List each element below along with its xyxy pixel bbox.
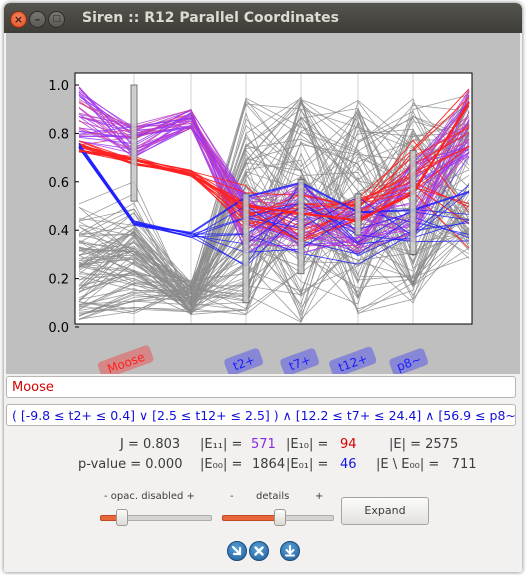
y-tick-label: 0.6 — [48, 176, 69, 191]
data-line-background — [78, 97, 470, 308]
opacity-slider-label: - opac. disabled + — [104, 491, 195, 502]
p-value: p-value = 0.000 — [78, 457, 183, 472]
data-line-selected — [78, 116, 470, 238]
data-line-selected — [78, 124, 470, 253]
data-line-background — [78, 135, 470, 287]
axis-label-background — [280, 348, 319, 374]
minimize-window-button[interactable]: – — [29, 11, 46, 28]
close-icon — [254, 546, 264, 556]
statistics-panel: J = 0.803 |E₁₁| = 571 |E₁₀| = 94 |E| = 2… — [4, 433, 522, 477]
parallel-coordinates-panel[interactable]: 0.0 0.2 0.4 0.6 0.8 1.0 Moose t2+ t7+ t12+ p8~ — [6, 33, 520, 374]
arrow-down-right-icon — [231, 545, 242, 556]
arrow-down-right-button[interactable] — [227, 541, 247, 561]
expand-button[interactable]: Expand — [341, 497, 429, 525]
e01-value: 46 — [340, 457, 357, 472]
data-line-background — [78, 230, 470, 302]
axis-label-background — [224, 348, 263, 374]
axis-labels[interactable]: Moose t2+ t7+ t12+ p8~ — [97, 344, 429, 374]
y-tick-label: 0.2 — [48, 273, 69, 288]
details-slider-label: details — [256, 491, 290, 502]
data-line-background — [78, 135, 470, 310]
details-slider[interactable] — [222, 509, 334, 526]
data-line-background — [78, 121, 470, 306]
close-window-button[interactable]: × — [10, 11, 27, 28]
data-line-background — [78, 125, 470, 314]
e11-value: 571 — [251, 437, 276, 452]
range-box[interactable] — [242, 193, 250, 304]
data-line-background — [78, 116, 470, 299]
data-line-selected — [78, 125, 470, 255]
selection-ranges[interactable] — [130, 84, 417, 304]
data-line-inside — [78, 140, 470, 241]
highlighted-lines — [78, 86, 470, 267]
data-line-background — [78, 182, 470, 311]
details-plus-label: + — [315, 491, 324, 502]
maximize-window-button[interactable]: □ — [48, 11, 65, 28]
opacity-slider[interactable] — [100, 509, 212, 526]
data-line-outside — [78, 143, 470, 245]
data-line-inside — [78, 145, 470, 228]
j-score: J = 0.803 — [120, 437, 181, 452]
e10-value: 94 — [340, 437, 357, 452]
window-title: Siren :: R12 Parallel Coordinates — [82, 10, 339, 26]
details-minus-label: - — [230, 491, 234, 502]
data-line-background — [78, 96, 470, 315]
data-line-background — [78, 120, 470, 289]
data-line-outside — [78, 145, 470, 265]
data-line-selected — [78, 115, 470, 221]
data-line-selected — [78, 89, 470, 247]
axis-label-moose[interactable]: Moose — [97, 344, 155, 374]
data-line-background — [78, 144, 470, 306]
data-line-outside — [78, 147, 470, 253]
opacity-slider-thumb[interactable] — [116, 509, 128, 526]
axis-label-background — [329, 346, 377, 374]
e-total: |E| = 2575 — [389, 437, 459, 452]
axis-label-background — [97, 345, 154, 374]
y-tick-label: 0.4 — [48, 224, 69, 239]
range-box[interactable] — [130, 84, 138, 202]
data-line-background — [78, 228, 470, 289]
query-name-field[interactable]: Moose — [6, 376, 516, 398]
query-expression-field[interactable]: ( [-9.8 ≤ t2+ ≤ 0.4] ∨ [2.5 ≤ t12+ ≤ 2.5… — [6, 404, 516, 426]
axis-label-background — [389, 348, 428, 374]
parallel-coordinates-plot[interactable]: 0.0 0.2 0.4 0.6 0.8 1.0 Moose t2+ t7+ t12+ p8~ — [6, 33, 520, 374]
data-line-background — [78, 123, 470, 311]
download-icon — [285, 545, 295, 557]
data-line-background — [78, 97, 470, 315]
e-minus-e00: |E \ E₀₀| = 711 — [376, 457, 477, 472]
data-line-background — [78, 113, 470, 295]
download-button[interactable] — [280, 541, 300, 561]
app-window: × – □ Siren :: R12 Parallel Coordinates … — [4, 3, 522, 572]
data-line-background — [78, 103, 470, 299]
y-tick-label: 0.8 — [48, 127, 69, 142]
e11-label: |E₁₁| = — [200, 437, 243, 452]
e00-label: |E₀₀| = — [200, 457, 243, 472]
axis-label-p8[interactable]: p8~ — [388, 347, 429, 374]
e01-label: |E₀₁| = — [286, 457, 329, 472]
data-line-background — [78, 115, 470, 312]
data-line-background — [78, 207, 470, 309]
range-box[interactable] — [409, 149, 417, 255]
range-box[interactable] — [354, 193, 362, 236]
axis-label-t7[interactable]: t7+ — [279, 347, 320, 374]
data-line-selected — [78, 101, 470, 241]
title-bar: × – □ Siren :: R12 Parallel Coordinates — [4, 3, 522, 33]
e00-value: 1864 — [252, 457, 286, 472]
axis-label-t2[interactable]: t2+ — [223, 347, 264, 374]
y-axis: 0.0 0.2 0.4 0.6 0.8 1.0 — [48, 79, 79, 336]
details-slider-fill — [222, 515, 280, 521]
range-box[interactable] — [297, 178, 305, 275]
details-slider-thumb[interactable] — [274, 509, 286, 526]
data-line-emphasized — [78, 101, 470, 222]
y-tick-label: 0.0 — [48, 321, 69, 336]
data-line-selected — [78, 120, 470, 249]
e10-label: |E₁₀| = — [286, 437, 329, 452]
axis-label-t12[interactable]: t12+ — [328, 346, 377, 374]
close-button[interactable] — [249, 541, 269, 561]
y-tick-label: 1.0 — [48, 79, 69, 94]
data-line-background — [78, 128, 470, 307]
data-line-background — [78, 109, 470, 313]
